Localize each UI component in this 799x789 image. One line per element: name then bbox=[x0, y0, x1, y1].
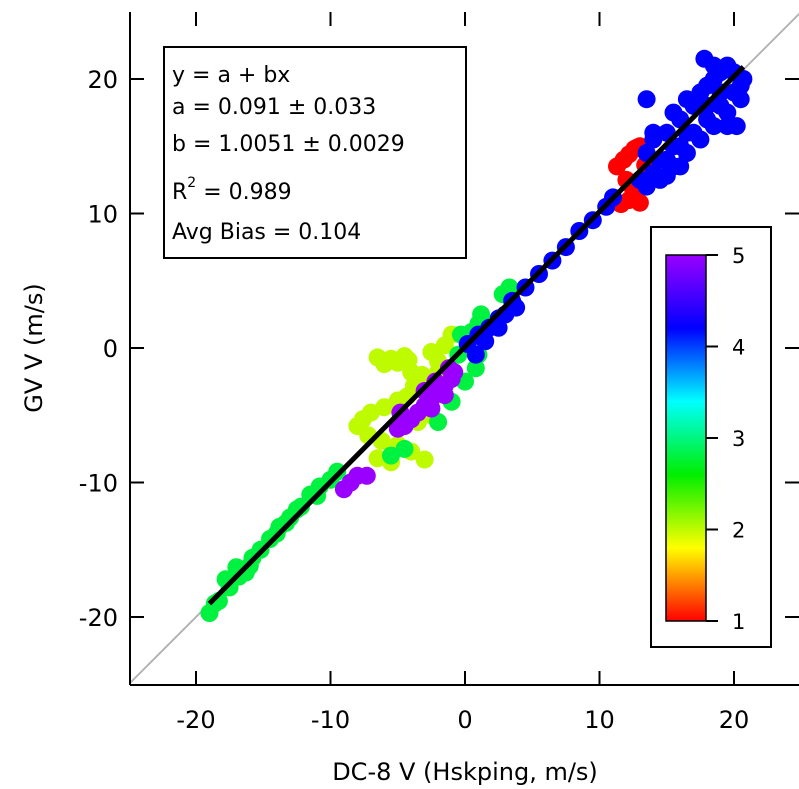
data-point bbox=[704, 117, 723, 136]
y-tick-label: 0 bbox=[103, 335, 118, 363]
data-point bbox=[725, 63, 743, 82]
data-point bbox=[704, 56, 723, 75]
data-point bbox=[500, 278, 519, 297]
data-point bbox=[415, 382, 434, 400]
data-point bbox=[357, 466, 376, 485]
y-tick-label: 10 bbox=[87, 201, 118, 229]
y-tick-label: 20 bbox=[87, 66, 118, 94]
data-point bbox=[422, 343, 441, 361]
stat-r-squared: R2 = 0.989 bbox=[172, 175, 292, 205]
y-axis-title: GV V (m/s) bbox=[20, 283, 48, 412]
data-point bbox=[395, 439, 414, 458]
data-point bbox=[205, 594, 224, 613]
fit-layer bbox=[207, 65, 746, 606]
data-point bbox=[429, 413, 448, 431]
data-point bbox=[368, 449, 387, 468]
data-point bbox=[664, 103, 683, 122]
data-point bbox=[435, 386, 454, 405]
y-axis-ticks: -20 -10 0 10 20 bbox=[79, 66, 799, 632]
colorbar-tick-label: 1 bbox=[732, 610, 745, 634]
colorbar-tick-label: 4 bbox=[732, 336, 745, 360]
x-tick-label: 20 bbox=[719, 706, 750, 734]
fit-line bbox=[207, 65, 746, 606]
data-point bbox=[637, 90, 656, 109]
stat-equation: y = a + bx bbox=[172, 63, 290, 88]
data-point bbox=[620, 191, 639, 210]
data-point bbox=[466, 345, 485, 364]
data-point bbox=[382, 446, 400, 465]
data-point bbox=[657, 166, 676, 185]
stat-intercept: a = 0.091 ± 0.033 bbox=[172, 95, 376, 120]
colorbar-gradient bbox=[665, 254, 707, 622]
data-point bbox=[472, 305, 491, 324]
data-point bbox=[671, 157, 690, 176]
data-point bbox=[677, 90, 696, 109]
data-point bbox=[677, 144, 696, 162]
colorbar-ticks: 1 2 3 4 5 bbox=[706, 244, 745, 634]
data-point bbox=[731, 90, 750, 109]
x-axis-title: DC-8 V (Hskping, m/s) bbox=[332, 758, 598, 786]
x-tick-label: -10 bbox=[311, 706, 350, 734]
stat-r-value: = 0.989 bbox=[196, 180, 291, 205]
data-point bbox=[277, 513, 296, 532]
colorbar-tick-label: 2 bbox=[732, 519, 745, 543]
colorbar: 1 2 3 4 5 bbox=[650, 226, 772, 648]
data-point bbox=[439, 359, 458, 378]
data-point bbox=[637, 177, 656, 196]
data-point bbox=[388, 419, 407, 438]
fit-statistics-box: y = a + bx a = 0.091 ± 0.033 b = 1.0051 … bbox=[163, 46, 467, 259]
data-point bbox=[691, 130, 710, 149]
data-point bbox=[718, 103, 737, 122]
stat-r-superscript: 2 bbox=[187, 175, 196, 191]
stat-avg-bias: Avg Bias = 0.104 bbox=[172, 220, 361, 245]
data-point bbox=[466, 359, 485, 378]
y-tick-label: -20 bbox=[79, 604, 118, 632]
data-point bbox=[422, 399, 441, 418]
data-point bbox=[476, 332, 495, 351]
stat-slope: b = 1.0051 ± 0.0029 bbox=[172, 132, 405, 157]
x-tick-label: -20 bbox=[176, 706, 215, 734]
data-point bbox=[415, 450, 434, 469]
data-point bbox=[413, 365, 431, 384]
stat-r-label: R bbox=[172, 180, 187, 205]
colorbar-tick-label: 3 bbox=[732, 427, 745, 451]
x-tick-label: 0 bbox=[457, 706, 472, 734]
y-tick-label: -10 bbox=[79, 470, 118, 498]
colorbar-tick-label: 5 bbox=[732, 244, 745, 268]
x-axis-ticks: -20 -10 0 10 20 bbox=[176, 12, 749, 734]
data-point bbox=[489, 318, 508, 337]
stats-box-frame bbox=[163, 46, 467, 259]
data-point bbox=[727, 117, 746, 136]
x-tick-label: 10 bbox=[584, 706, 615, 734]
data-point bbox=[644, 123, 663, 142]
